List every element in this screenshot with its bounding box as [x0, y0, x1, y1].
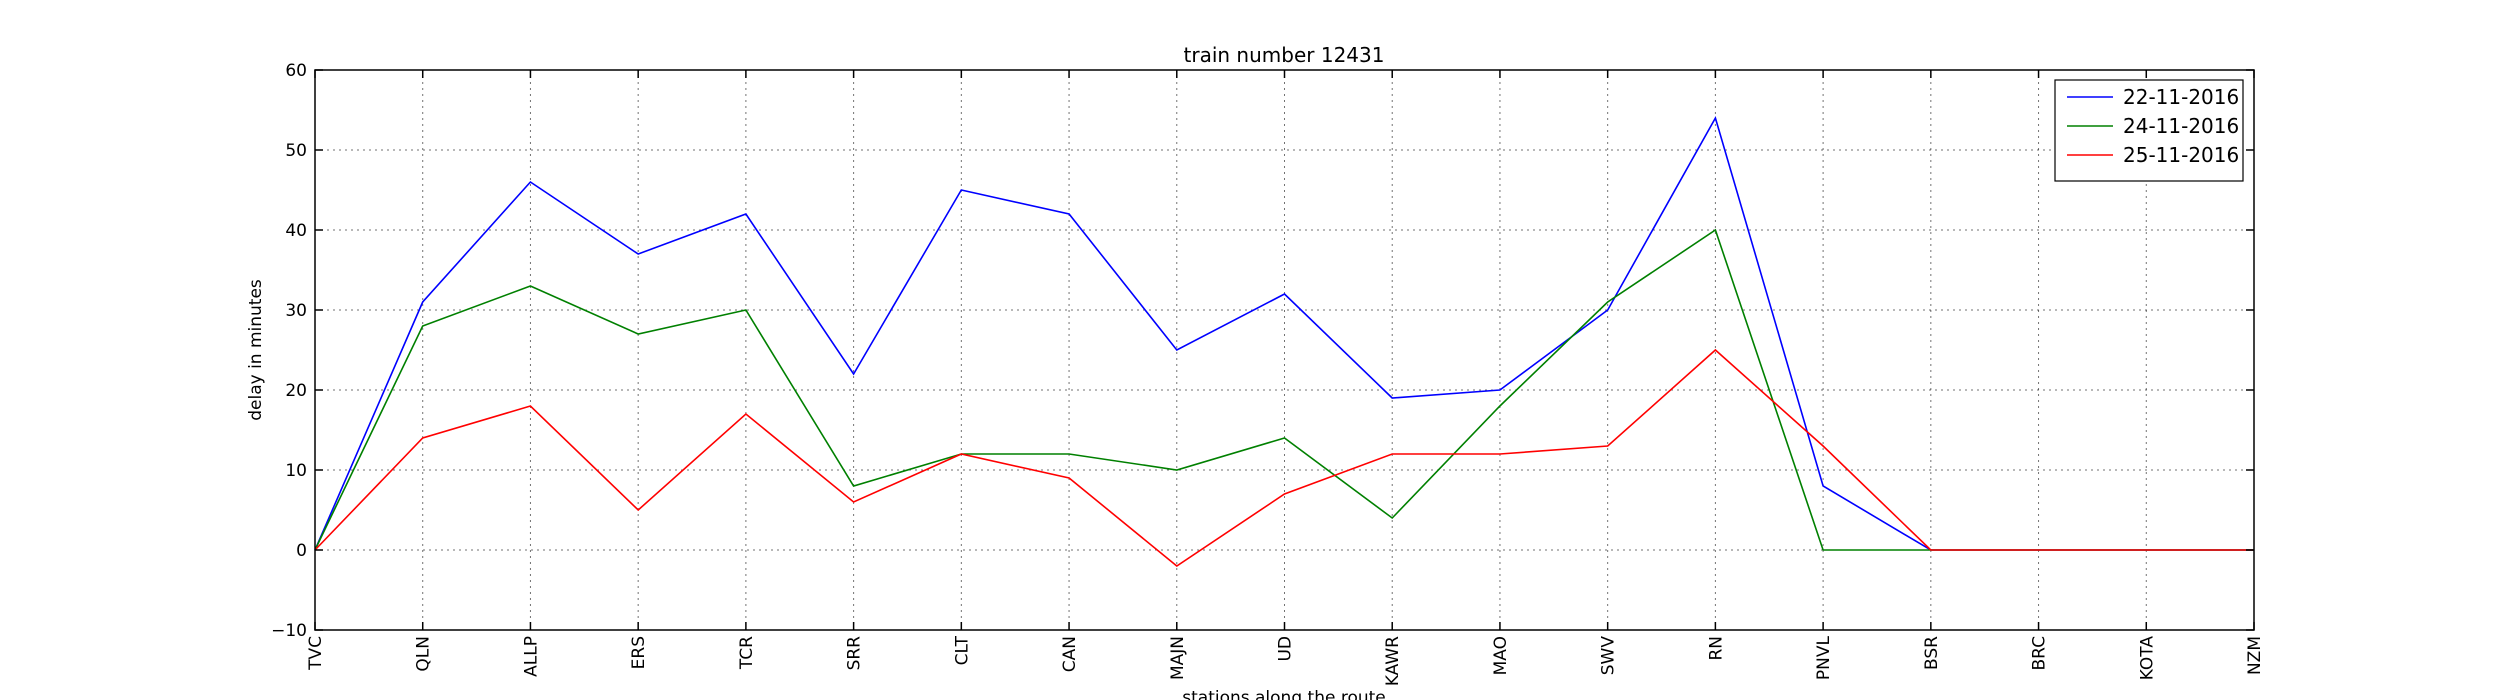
legend: 22-11-2016 24-11-2016 25-11-2016 [2054, 79, 2244, 182]
x-tick-label: UD [1276, 636, 1296, 662]
x-tick-label: KOTA [2137, 636, 2157, 681]
x-tick-label: NZM [2245, 636, 2265, 675]
y-tick-label: 50 [285, 141, 307, 161]
x-tick-label: MAO [1491, 636, 1511, 675]
x-tick-label: TVC [306, 636, 326, 671]
y-tick-label: −10 [271, 621, 307, 641]
x-tick-label: QLN [414, 636, 434, 672]
legend-label: 24-11-2016 [2123, 114, 2239, 138]
x-tick-label: ERS [629, 636, 649, 669]
x-tick-label: TCR [737, 636, 757, 670]
y-tick-label: 30 [285, 301, 307, 321]
x-tick-label: SWV [1599, 636, 1619, 676]
x-tick-label: ALLP [521, 636, 541, 677]
y-tick-label: 10 [285, 461, 307, 481]
x-tick-label: BRC [2030, 636, 2050, 671]
x-axis-label: stations along the route [1182, 688, 1386, 700]
grid [315, 70, 2254, 630]
y-axis-label: delay in minutes [246, 279, 266, 421]
y-tick-label: 60 [285, 61, 307, 81]
x-tick-label: BSR [1922, 636, 1942, 670]
y-tick-label: 20 [285, 381, 307, 401]
x-tick-label: MAJN [1168, 636, 1188, 680]
legend-label: 25-11-2016 [2123, 143, 2239, 167]
y-tick-label: 0 [296, 541, 307, 561]
chart-title: train number 12431 [1184, 43, 1385, 67]
x-tick-label: KAWR [1383, 636, 1403, 686]
y-tick-label: 40 [285, 221, 307, 241]
x-tick-label: CLT [952, 635, 972, 665]
x-tick-label: PNVL [1814, 635, 1834, 680]
x-tick-label: SRR [845, 636, 865, 671]
series-lines [314, 115, 2254, 567]
legend-label: 22-11-2016 [2123, 85, 2239, 109]
x-tick-label: RN [1706, 636, 1726, 661]
x-tick-label: CAN [1060, 636, 1080, 672]
series-line-3 [314, 348, 2254, 567]
